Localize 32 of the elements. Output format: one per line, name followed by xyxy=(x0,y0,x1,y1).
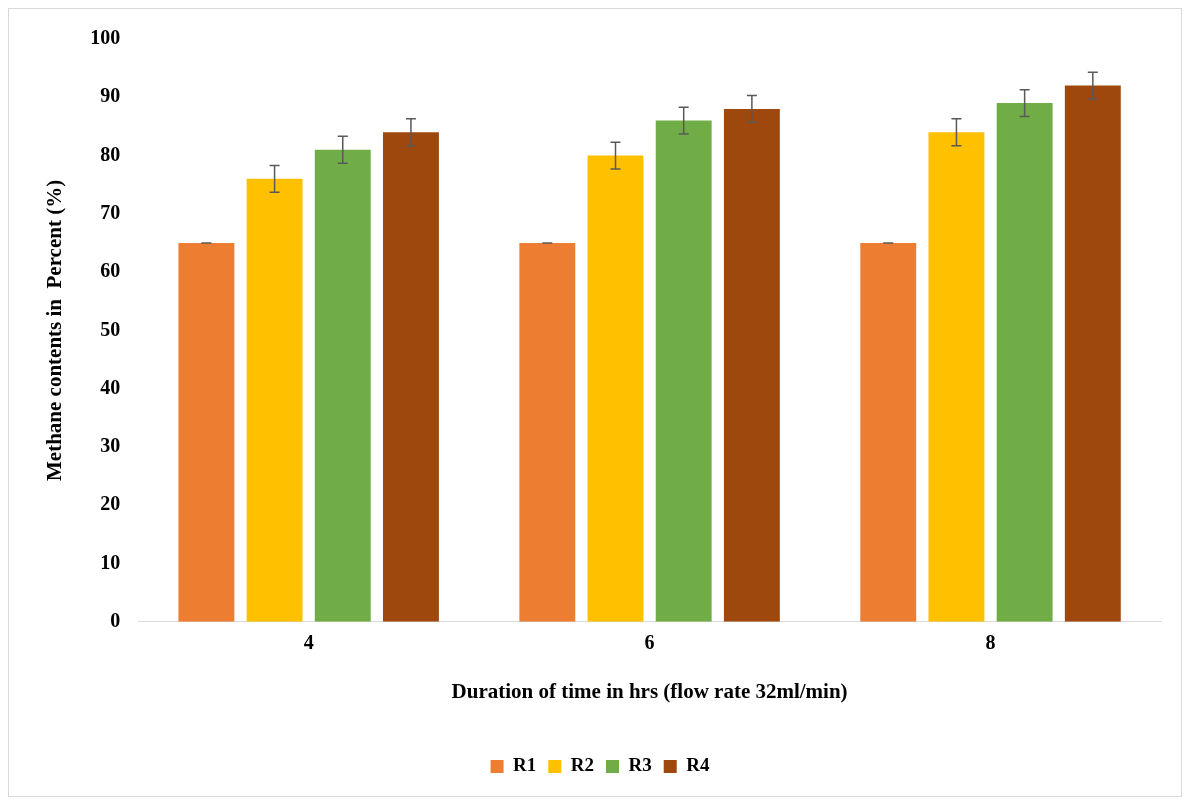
legend-label: R4 xyxy=(686,754,710,776)
legend-label: R3 xyxy=(628,754,652,776)
y-tick-label: 10 xyxy=(100,550,121,573)
y-tick-label: 30 xyxy=(100,434,121,457)
bar xyxy=(723,108,780,622)
bar xyxy=(519,242,576,622)
y-tick-label: 20 xyxy=(100,492,121,515)
x-tick-label: 6 xyxy=(644,630,655,653)
y-tick-label: 80 xyxy=(100,142,121,165)
bar xyxy=(996,103,1053,622)
legend-label: R1 xyxy=(513,754,537,776)
y-tick-label: 60 xyxy=(100,259,121,282)
bar xyxy=(928,132,985,622)
bar xyxy=(178,242,235,622)
x-tick-label: 8 xyxy=(985,630,996,653)
y-tick-label: 100 xyxy=(90,26,121,49)
x-axis-title: Duration of time in hrs (flow rate 32ml/min) xyxy=(451,678,848,703)
y-tick-label: 90 xyxy=(100,84,121,107)
y-tick-label: 40 xyxy=(100,375,121,398)
y-tick-label: 50 xyxy=(100,317,121,340)
bar xyxy=(1064,85,1121,622)
bar xyxy=(655,120,712,622)
x-tick-label: 4 xyxy=(303,630,314,653)
bar xyxy=(314,149,371,622)
y-tick-label: 0 xyxy=(110,608,121,631)
legend-label: R2 xyxy=(570,754,595,776)
bar xyxy=(860,242,917,622)
y-axis-title: Methane contents in Percent (%) xyxy=(42,179,67,481)
bar xyxy=(382,132,439,622)
bar xyxy=(246,178,303,622)
y-tick-label: 70 xyxy=(100,201,121,224)
bar xyxy=(587,155,644,622)
